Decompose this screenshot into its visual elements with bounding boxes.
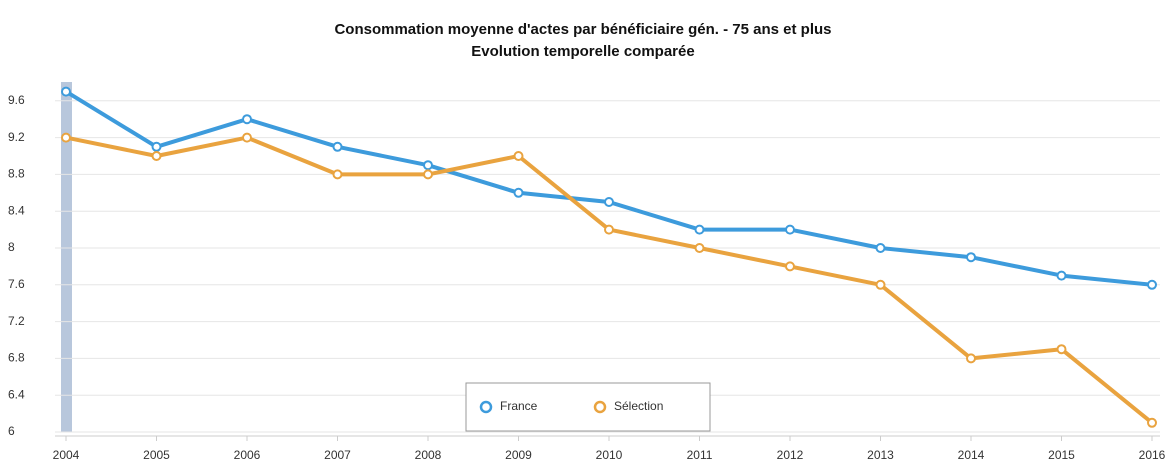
- x-tick-label: 2007: [324, 448, 351, 462]
- legend-marker: [593, 400, 607, 414]
- y-tick-label: 8.4: [8, 203, 25, 217]
- point: [604, 197, 614, 207]
- x-tick-label: 2004: [53, 448, 80, 462]
- chart-subtitle: Evolution temporelle comparée: [471, 43, 694, 60]
- point: [61, 132, 71, 143]
- legend-label: France: [500, 399, 538, 413]
- series-line: [64, 89, 1153, 287]
- point: [875, 243, 886, 253]
- point: [242, 132, 252, 143]
- x-tick-label: 2008: [415, 448, 442, 462]
- point: [1056, 344, 1067, 355]
- x-tick-label: 2005: [143, 448, 170, 462]
- x-tick-label: 2016: [1139, 448, 1166, 462]
- y-tick-label: 6.8: [8, 351, 25, 365]
- point: [1147, 279, 1157, 290]
- point: [694, 243, 705, 253]
- point: [604, 224, 614, 235]
- point: [785, 261, 795, 272]
- y-tick-label: 6.4: [8, 387, 25, 401]
- point: [785, 224, 795, 235]
- series-line: [65, 135, 1154, 425]
- point: [423, 169, 433, 180]
- point: [966, 353, 976, 364]
- point: [1147, 417, 1157, 428]
- x-tick-label: 2014: [958, 448, 985, 462]
- y-tick-label: 7.2: [8, 314, 25, 328]
- point: [513, 187, 524, 198]
- x-tick-label: 2012: [777, 448, 804, 462]
- y-tick-label: 9.6: [8, 93, 25, 107]
- point: [875, 279, 886, 290]
- legend: France Sélection: [479, 399, 663, 414]
- point: [332, 169, 343, 180]
- point: [513, 151, 524, 161]
- legend-marker: [479, 400, 493, 414]
- plot: [61, 86, 1157, 428]
- y-tick-label: 8: [8, 240, 15, 254]
- point: [151, 141, 162, 152]
- x-tick-label: 2015: [1048, 448, 1075, 462]
- chart-title: Consommation moyenne d'actes par bénéfic…: [334, 21, 831, 38]
- y-tick-label: 9.2: [8, 130, 25, 144]
- point: [61, 86, 71, 97]
- point: [1056, 270, 1067, 281]
- x-tick-label: 2009: [505, 448, 532, 462]
- point: [423, 160, 433, 171]
- grid: 6 6.4 6.8 7.2 7.6 8 8.4 8.8 9.2 9.6 2004 2005 2006 20…: [8, 93, 1166, 462]
- legend-box: [465, 382, 711, 432]
- y-tick-label: 8.8: [8, 167, 25, 181]
- y-tick-label: 6: [8, 424, 15, 438]
- point: [332, 141, 343, 152]
- hover-band: [61, 82, 72, 432]
- legend-label: Sélection: [614, 399, 663, 413]
- point: [151, 151, 162, 161]
- point: [242, 114, 252, 125]
- x-tick-label: 2006: [234, 448, 261, 462]
- x-tick-label: 2011: [687, 448, 713, 462]
- point: [966, 252, 976, 263]
- y-tick-label: 7.6: [8, 277, 25, 291]
- point: [694, 224, 705, 235]
- x-tick-label: 2013: [867, 448, 894, 462]
- x-tick-label: 2010: [596, 448, 623, 462]
